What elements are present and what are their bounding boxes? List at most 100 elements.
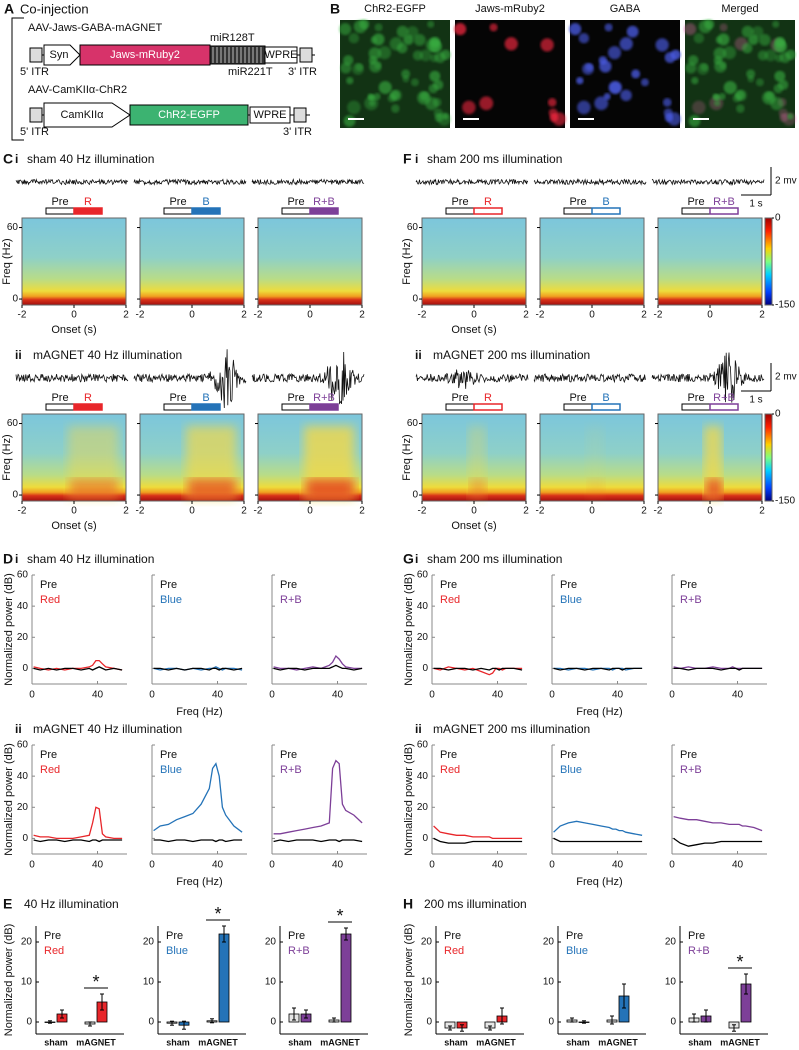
- x-tick-label: 0: [307, 506, 313, 517]
- cell: [626, 25, 639, 38]
- legend-label: Blue: [560, 764, 582, 776]
- cell: [403, 34, 414, 46]
- cell: [368, 47, 382, 60]
- roman-label: ii: [415, 722, 422, 736]
- y-tick-label: 60: [417, 740, 429, 751]
- spectrogram-activation: [588, 479, 604, 499]
- cell: [347, 100, 361, 115]
- cell: [578, 33, 590, 44]
- panel-title: 200 ms illumination: [424, 897, 527, 911]
- x-tick-label: 40: [492, 860, 504, 871]
- pre-power-line: [153, 839, 243, 843]
- cell: [425, 97, 439, 111]
- condition-label: B: [602, 392, 609, 404]
- y-tick-label: 0: [12, 294, 18, 305]
- y-tick-label: 40: [17, 601, 29, 612]
- y-tick-label: 60: [17, 570, 29, 581]
- power-line: [33, 806, 123, 840]
- x-tick-label: 2: [359, 310, 365, 321]
- cell: [374, 62, 382, 70]
- condition-label: Pre: [287, 196, 304, 208]
- cell: [713, 47, 727, 60]
- y-axis-label: Normalized power (dB): [3, 924, 15, 1036]
- colorbar: [764, 217, 773, 306]
- image-label: ChR2-EGFP: [364, 3, 426, 15]
- pre-power-line: [273, 664, 363, 671]
- y-axis-label: Freq (Hz): [1, 238, 13, 284]
- x-tick-label: 2: [359, 506, 365, 517]
- cell: [343, 55, 354, 66]
- cell: [540, 38, 554, 52]
- cell: [715, 36, 723, 44]
- cell: [775, 37, 785, 47]
- x-tick-label: 0: [669, 690, 675, 701]
- cell: [548, 108, 558, 118]
- category-label: sham: [444, 1037, 468, 1047]
- category-label: sham: [288, 1037, 312, 1047]
- x-tick-label: 2: [759, 310, 765, 321]
- cell: [489, 23, 498, 32]
- legend-label: Pre: [160, 749, 177, 761]
- x-axis-label: Onset (s): [451, 324, 496, 336]
- spectrogram: [658, 218, 762, 305]
- x-tick-label: 0: [589, 310, 595, 321]
- category-label: sham: [566, 1037, 590, 1047]
- cell: [741, 25, 754, 38]
- x-tick-label: -2: [254, 310, 263, 321]
- cell: [619, 37, 633, 51]
- cell: [346, 76, 354, 85]
- panel-letter: G: [403, 551, 414, 567]
- cell: [433, 79, 444, 90]
- target-label: miR221T: [228, 66, 273, 78]
- cell: [747, 75, 755, 83]
- y-tick-label: 0: [548, 1017, 554, 1028]
- condition-label: B: [202, 196, 209, 208]
- spectrogram: [22, 218, 126, 305]
- panel-letter: C: [3, 151, 13, 167]
- y-tick-label: 10: [421, 977, 433, 988]
- legend-label: R+B: [280, 764, 302, 776]
- category-label: sham: [44, 1037, 68, 1047]
- x-tick-label: 0: [589, 506, 595, 517]
- x-tick-label: 0: [189, 506, 195, 517]
- colorbar-tick-label: 0: [775, 213, 781, 224]
- cell: [692, 100, 706, 115]
- legend-label: Red: [40, 764, 60, 776]
- itr-label: 5' ITR: [20, 66, 49, 78]
- legend-label: Red: [444, 945, 464, 957]
- pre-power-line: [33, 839, 123, 843]
- legend-label: Blue: [160, 594, 182, 606]
- y-tick-label: 20: [421, 937, 433, 948]
- cell: [732, 93, 742, 103]
- row-title: mAGNET 200 ms illumination: [433, 722, 590, 736]
- condition-label: Pre: [569, 196, 586, 208]
- lfp-trace: [15, 373, 129, 384]
- roman-label: i: [15, 552, 18, 566]
- cell: [774, 70, 786, 82]
- promoter-arrow: [43, 44, 81, 66]
- legend-label: Red: [40, 594, 60, 606]
- panel-letter: E: [3, 896, 12, 912]
- condition-label: R+B: [713, 196, 735, 208]
- y-tick-label: 10: [21, 977, 33, 988]
- cell: [620, 89, 632, 102]
- spectrogram-activation: [306, 479, 354, 499]
- condition-label: R: [84, 196, 92, 208]
- pre-power-line: [433, 667, 523, 671]
- condition-label: R: [484, 392, 492, 404]
- construct-name: AAV-CamKIIα-ChR2: [28, 84, 127, 96]
- x-tick-label: -2: [654, 310, 663, 321]
- x-tick-label: 0: [71, 310, 77, 321]
- cell: [352, 62, 364, 75]
- x-tick-label: 2: [241, 310, 247, 321]
- cell: [719, 23, 728, 32]
- lfp-trace: [651, 178, 765, 187]
- y-tick-label: 0: [422, 663, 428, 674]
- pre-power-line: [673, 667, 763, 671]
- cell: [607, 46, 622, 60]
- legend-label: Pre: [566, 930, 583, 942]
- cell: [704, 19, 715, 30]
- cell: [604, 23, 613, 32]
- y-tick-label: 60: [17, 740, 29, 751]
- y-axis-label: Freq (Hz): [401, 434, 413, 480]
